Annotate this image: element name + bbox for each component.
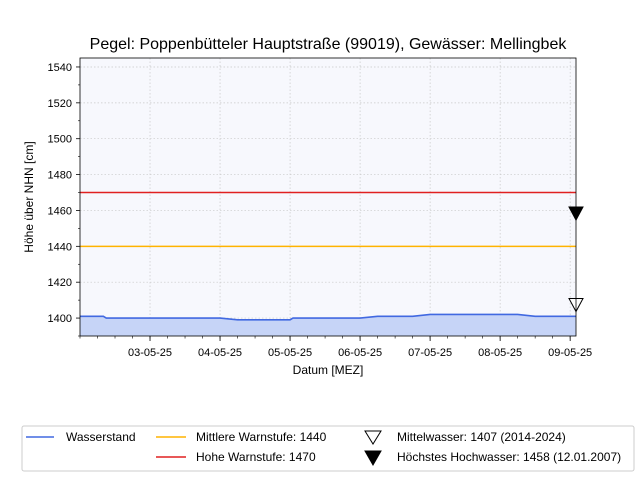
- y-tick-label: 1440: [48, 241, 72, 253]
- x-tick-label: 09-05-25: [548, 347, 592, 359]
- legend-label-hohe-warnstufe: Hohe Warnstufe: 1470: [196, 450, 316, 464]
- y-tick-label: 1420: [48, 277, 72, 289]
- y-tick-label: 1520: [48, 98, 72, 110]
- x-tick-label: 04-05-25: [198, 347, 242, 359]
- plot-frame: [79, 57, 577, 337]
- y-tick-label: 1400: [48, 313, 72, 325]
- y-tick-label: 1480: [48, 170, 72, 182]
- x-axis-label: Datum [MEZ]: [293, 363, 364, 377]
- x-tick-label: 07-05-25: [408, 347, 452, 359]
- y-tick-label: 1460: [48, 205, 72, 217]
- wasserstand-line: [80, 313, 576, 321]
- y-axis-label: Höhe über NHN [cm]: [22, 141, 36, 252]
- x-tick-label: 03-05-25: [128, 347, 172, 359]
- legend-label-mittlere-warnstufe: Mittlere Warnstufe: 1440: [196, 430, 327, 444]
- legend: Wasserstand Mittlere Warnstufe: 1440 Hoh…: [21, 425, 635, 472]
- y-tick-label: 1500: [48, 134, 72, 146]
- x-axis: 03-05-25 04-05-25 05-05-25 06-05-25 07-05-25…: [79, 336, 592, 359]
- x-tick-label: 06-05-25: [338, 347, 382, 359]
- legend-label-hoechstes-hochwasser: Höchstes Hochwasser: 1458 (12.01.2007): [397, 450, 621, 464]
- legend-label-mittelwasser: Mittelwasser: 1407 (2014-2024): [397, 430, 566, 444]
- plot-area: [80, 58, 576, 336]
- legend-label-wasserstand: Wasserstand: [66, 430, 136, 444]
- x-tick-label: 05-05-25: [268, 347, 312, 359]
- wasserstand-area: [80, 314, 576, 336]
- x-tick-label: 08-05-25: [478, 347, 522, 359]
- legend-marker-hoechstes-hochwasser-icon: [364, 450, 382, 467]
- y-axis: 1400 1420 1440 1460 1480 1500 1520 1540: [48, 62, 80, 337]
- legend-marker-mittelwasser-icon: [364, 430, 382, 445]
- y-tick-label: 1540: [48, 62, 72, 74]
- chart-title: Pegel: Poppenbütteler Hauptstraße (99019…: [90, 36, 568, 53]
- series-layer: [80, 191, 584, 336]
